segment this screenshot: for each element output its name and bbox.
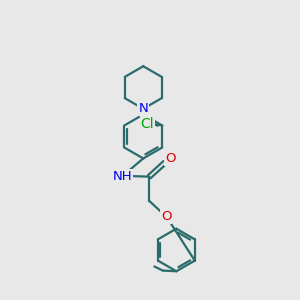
Text: Cl: Cl (141, 117, 154, 131)
Text: O: O (165, 152, 176, 165)
Text: O: O (161, 210, 172, 223)
Text: N: N (138, 102, 148, 115)
Text: NH: NH (112, 169, 132, 182)
